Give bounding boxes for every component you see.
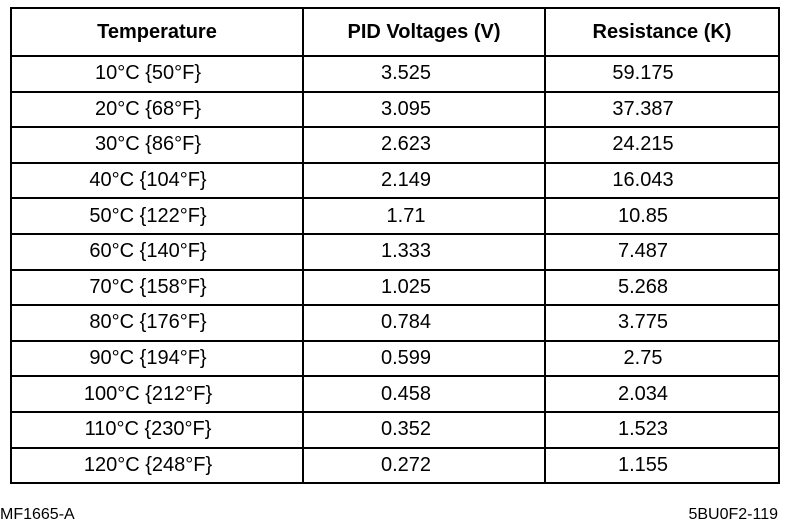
table-row: 60°C {140°F} 1.333 7.487 [10, 232, 780, 271]
cell-temperature: 70°C {158°F} [10, 268, 304, 307]
cell-voltage: 1.71 [302, 197, 546, 235]
cell-voltage: 3.095 [302, 90, 546, 129]
cell-voltage: 0.458 [302, 375, 546, 413]
cell-voltage: 1.025 [302, 268, 546, 307]
figure-code-right: 5BU0F2-119 [688, 506, 778, 523]
cell-voltage: 3.525 [302, 55, 546, 93]
temperature-voltage-resistance-table: Temperature PID Voltages (V) Resistance … [10, 7, 780, 485]
cell-temperature: 40°C {104°F} [10, 161, 304, 200]
cell-voltage: 2.149 [302, 161, 546, 200]
header-pid-voltages: PID Voltages (V) [302, 7, 546, 57]
cell-voltage: 2.623 [302, 126, 546, 164]
cell-resistance: 3.775 [544, 304, 780, 342]
cell-temperature: 60°C {140°F} [10, 232, 304, 271]
table-row: 90°C {194°F} 0.599 2.75 [10, 339, 780, 378]
cell-temperature: 80°C {176°F} [10, 304, 304, 342]
cell-temperature: 50°C {122°F} [10, 197, 304, 235]
cell-resistance: 2.034 [544, 375, 780, 413]
table-header-row: Temperature PID Voltages (V) Resistance … [10, 7, 780, 57]
table-row: 120°C {248°F} 0.272 1.155 [10, 446, 780, 485]
cell-resistance: 7.487 [544, 232, 780, 271]
cell-voltage: 1.333 [302, 232, 546, 271]
cell-temperature: 110°C {230°F} [10, 410, 304, 449]
table-row: 10°C {50°F} 3.525 59.175 [10, 55, 780, 93]
table-row: 80°C {176°F} 0.784 3.775 [10, 304, 780, 342]
header-temperature: Temperature [10, 7, 304, 57]
cell-voltage: 0.352 [302, 410, 546, 449]
cell-resistance: 1.523 [544, 410, 780, 449]
cell-temperature: 10°C {50°F} [10, 55, 304, 93]
table-row: 110°C {230°F} 0.352 1.523 [10, 410, 780, 449]
temperature-table-container: Temperature PID Voltages (V) Resistance … [10, 7, 780, 485]
table-row: 100°C {212°F} 0.458 2.034 [10, 375, 780, 413]
cell-resistance: 59.175 [544, 55, 780, 93]
table-row: 20°C {68°F} 3.095 37.387 [10, 90, 780, 129]
cell-resistance: 1.155 [544, 446, 780, 485]
cell-temperature: 30°C {86°F} [10, 126, 304, 164]
cell-resistance: 37.387 [544, 90, 780, 129]
header-resistance: Resistance (K) [544, 7, 780, 57]
cell-voltage: 0.599 [302, 339, 546, 378]
table-row: 70°C {158°F} 1.025 5.268 [10, 268, 780, 307]
figure-code-left: MF1665-A [0, 506, 75, 523]
cell-temperature: 100°C {212°F} [10, 375, 304, 413]
cell-resistance: 5.268 [544, 268, 780, 307]
cell-resistance: 16.043 [544, 161, 780, 200]
cell-temperature: 90°C {194°F} [10, 339, 304, 378]
table-row: 40°C {104°F} 2.149 16.043 [10, 161, 780, 200]
cell-resistance: 24.215 [544, 126, 780, 164]
cell-voltage: 0.272 [302, 446, 546, 485]
cell-temperature: 20°C {68°F} [10, 90, 304, 129]
table-row: 50°C {122°F} 1.71 10.85 [10, 197, 780, 235]
cell-voltage: 0.784 [302, 304, 546, 342]
cell-resistance: 10.85 [544, 197, 780, 235]
cell-temperature: 120°C {248°F} [10, 446, 304, 485]
cell-resistance: 2.75 [544, 339, 780, 378]
table-row: 30°C {86°F} 2.623 24.215 [10, 126, 780, 164]
